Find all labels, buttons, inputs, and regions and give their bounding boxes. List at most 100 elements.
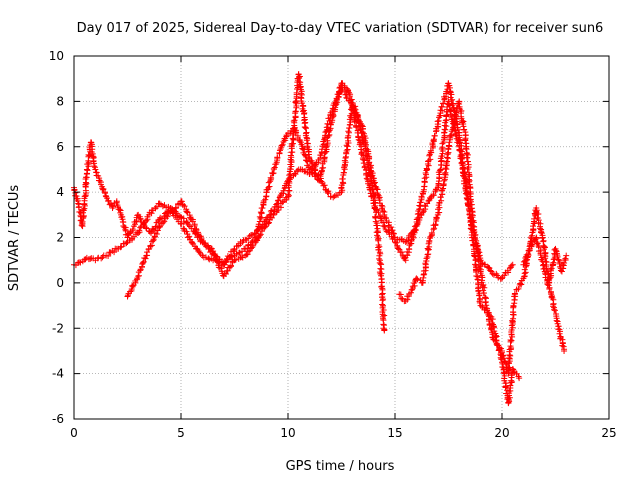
trace-4-sample	[433, 214, 440, 221]
trace-1-sample	[186, 233, 193, 240]
trace-3-sample	[164, 213, 171, 220]
trace-4-sample	[432, 221, 439, 228]
trace-4-sample	[521, 273, 528, 280]
trace-1-sample	[276, 149, 283, 156]
trace-3-sample	[200, 239, 207, 246]
trace-5-sample	[522, 254, 529, 261]
data-markers	[71, 71, 570, 407]
trace-5-sample	[523, 251, 530, 258]
trace-1-sample	[132, 218, 139, 225]
trace-3-sample	[265, 220, 272, 227]
trace-2-sample	[143, 217, 150, 224]
trace-5-sample	[547, 266, 554, 273]
y-tick-label: 2	[56, 231, 64, 245]
trace-5-sample	[556, 260, 563, 267]
trace-4-sample	[551, 307, 558, 314]
trace-3-sample	[439, 140, 446, 147]
trace-4-sample	[433, 214, 440, 221]
trace-3-sample	[257, 231, 264, 238]
trace-3-sample	[290, 118, 297, 125]
trace-3-sample	[286, 187, 293, 194]
trace-2-sample	[381, 223, 388, 230]
trace-4-sample	[443, 159, 450, 166]
trace-3-sample	[244, 251, 251, 258]
trace-1-sample	[346, 89, 353, 96]
trace-3-sample	[288, 140, 295, 147]
y-tick-label: 6	[56, 140, 64, 154]
trace-3-sample	[305, 154, 312, 161]
trace-4-sample	[456, 101, 463, 108]
trace-1-sample	[86, 152, 93, 159]
trace-1-sample	[377, 265, 384, 272]
trace-2-point	[156, 200, 163, 207]
trace-1-sample	[129, 226, 136, 233]
trace-2-sample	[275, 197, 282, 204]
trace-3-sample	[222, 271, 229, 278]
trace-2-sample	[332, 99, 339, 106]
trace-4-sample	[491, 336, 498, 343]
trace-3-sample	[285, 191, 292, 198]
trace-3-sample	[286, 172, 293, 179]
trace-5-sample	[525, 247, 532, 254]
trace-5-sample	[542, 255, 549, 262]
trace-4-sample	[398, 295, 405, 302]
grid-lines	[74, 56, 609, 419]
trace-3-sample	[345, 128, 352, 135]
trace-4-sample	[414, 276, 421, 283]
trace-2-sample	[367, 190, 374, 197]
trace-3-sample	[198, 236, 205, 243]
trace-2-sample	[183, 218, 190, 225]
trace-1-sample	[381, 312, 388, 319]
trace-3-sample	[339, 175, 346, 182]
trace-5-point	[520, 261, 527, 268]
trace-2-sample	[246, 233, 253, 240]
trace-2-sample	[438, 103, 445, 110]
trace-2-sample	[136, 227, 143, 234]
trace-3-sample	[301, 124, 308, 131]
trace-3-sample	[191, 222, 198, 229]
trace-3-sample	[476, 299, 483, 306]
trace-5-sample	[562, 255, 569, 262]
trace-3-sample	[250, 242, 257, 249]
trace-1-point	[103, 193, 110, 200]
trace-3-sample	[367, 163, 374, 170]
trace-5-sample	[537, 225, 544, 232]
trace-2-sample	[431, 132, 438, 139]
trace-4-sample	[464, 165, 471, 172]
trace-2-sample	[375, 209, 382, 216]
trace-3-sample	[266, 219, 273, 226]
trace-5-sample	[539, 235, 546, 242]
x-tick-label: 10	[280, 426, 295, 440]
trace-4-sample	[480, 287, 487, 294]
trace-5-sample	[541, 252, 548, 259]
trace-4-sample	[426, 237, 433, 244]
trace-1-sample	[296, 137, 303, 144]
trace-1-sample	[376, 255, 383, 262]
trace-3-point	[231, 257, 238, 264]
trace-3-sample	[168, 207, 175, 214]
trace-3-point	[424, 200, 431, 207]
trace-4-sample	[454, 105, 461, 112]
trace-1-sample	[257, 209, 264, 216]
trace-3-sample	[204, 242, 211, 249]
trace-4-sample	[518, 281, 525, 288]
trace-1-sample	[372, 218, 379, 225]
trace-3-sample	[410, 227, 417, 234]
trace-1-sample	[81, 193, 88, 200]
trace-1-sample	[378, 283, 385, 290]
trace-3-sample	[289, 135, 296, 142]
trace-1-sample	[189, 239, 196, 246]
trace-4-sample	[508, 337, 515, 344]
trace-3-sample	[453, 135, 460, 142]
trace-2-sample	[419, 190, 426, 197]
trace-4-sample	[462, 145, 469, 152]
trace-2-sample	[329, 105, 336, 112]
trace-4-sample	[465, 178, 472, 185]
trace-2-sample	[446, 88, 453, 95]
trace-4-sample	[446, 139, 453, 146]
trace-4-sample	[460, 123, 467, 130]
y-tick-label: -6	[52, 412, 64, 426]
x-axis-label: GPS time / hours	[286, 459, 395, 474]
trace-1-sample	[80, 206, 87, 213]
